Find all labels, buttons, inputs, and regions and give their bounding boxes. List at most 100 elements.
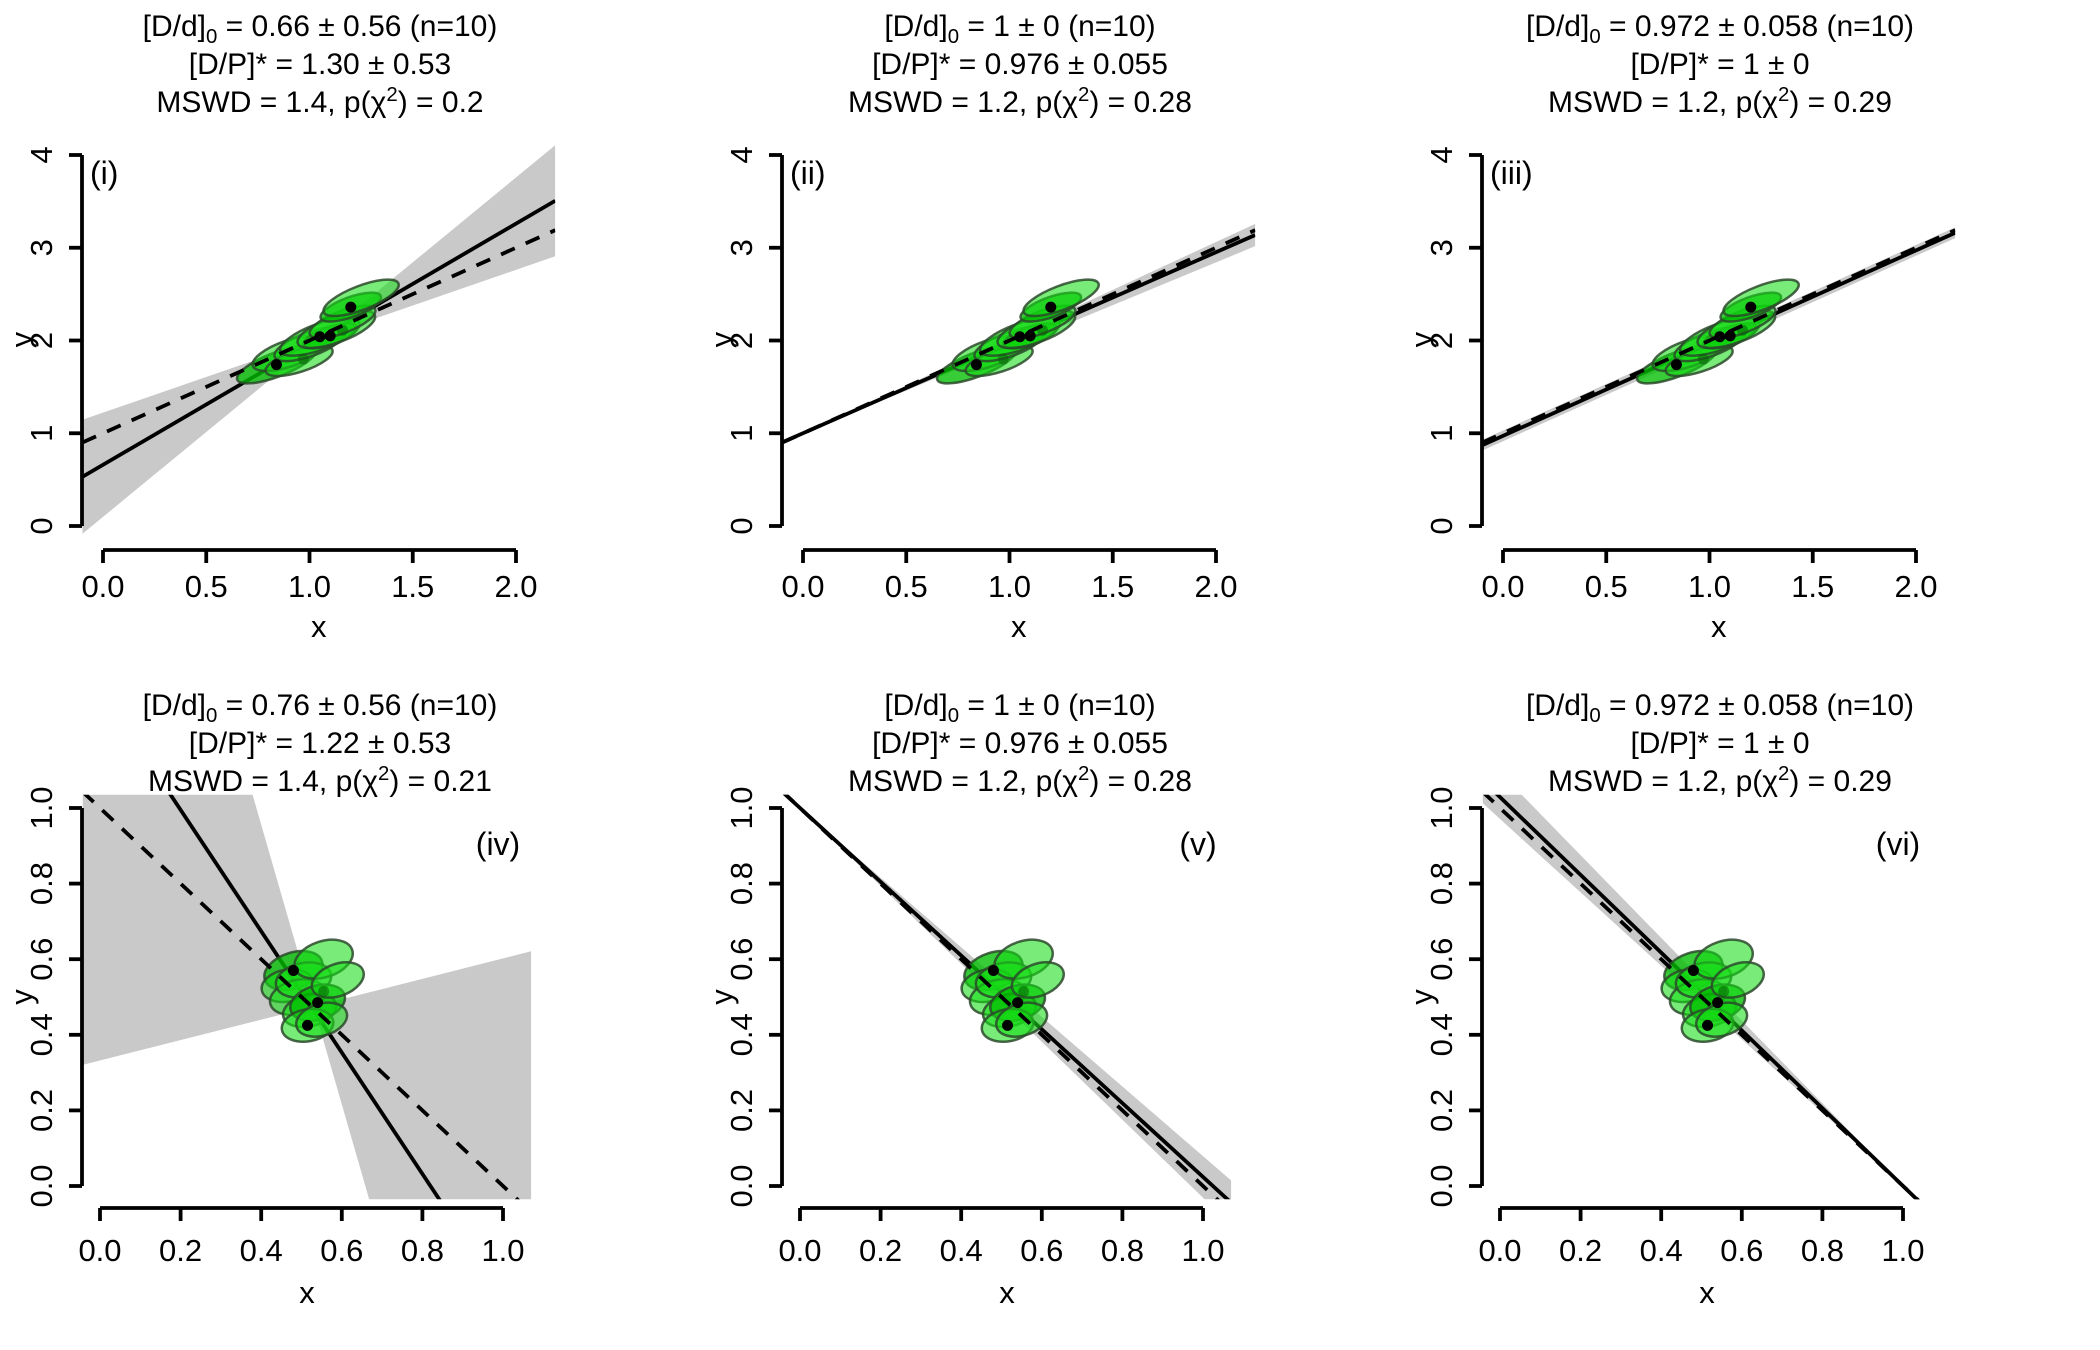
axes: 0 1 2 3 4 0.0 0.5 1.0 1.5 2.0 x y bbox=[4, 146, 538, 644]
y-tick-label: 0.2 bbox=[724, 1089, 759, 1132]
panel-label: (v) bbox=[1179, 826, 1216, 862]
x-tick-label: 0.0 bbox=[81, 569, 124, 604]
data-point bbox=[314, 331, 326, 343]
axes: 0 1 2 3 4 0.0 0.5 1.0 1.5 2.0 x y bbox=[1404, 146, 1938, 644]
data-point bbox=[324, 330, 336, 342]
panel-v: [D/d]0 = 1 ± 0 (n=10) [D/P]* = 0.976 ± 0… bbox=[700, 675, 1400, 1350]
y-axis-title: y bbox=[1404, 331, 1439, 347]
data-point bbox=[970, 359, 982, 371]
panel-ii: [D/d]0 = 1 ± 0 (n=10) [D/P]* = 0.976 ± 0… bbox=[700, 0, 1400, 675]
error-ellipse bbox=[322, 278, 400, 318]
plot-canvas-vi: 0.0 0.2 0.4 0.6 0.8 1.0 0.0 0.2 0.4 0.6 0.8 1.0 x y (v… bbox=[1404, 786, 1925, 1310]
y-tick-label: 0.2 bbox=[24, 1089, 59, 1132]
x-tick-label: 0.5 bbox=[885, 569, 928, 604]
y-tick-label: 0.8 bbox=[724, 862, 759, 905]
x-axis: 0.0 0.5 1.0 1.5 2.0 bbox=[1481, 548, 1938, 604]
x-tick-label: 0.5 bbox=[185, 569, 228, 604]
y-tick-label: 3 bbox=[24, 239, 59, 256]
x-axis-title: x bbox=[1711, 609, 1727, 644]
y-tick-label: 3 bbox=[1424, 239, 1459, 256]
y-tick-label: 1.0 bbox=[1424, 786, 1459, 829]
y-tick-label: 2 bbox=[724, 332, 759, 349]
x-axis-title: x bbox=[299, 1275, 315, 1310]
x-axis: 0.0 0.2 0.4 0.6 0.8 1.0 bbox=[78, 1206, 525, 1268]
x-tick-label: 0.0 bbox=[781, 569, 824, 604]
x-tick-label: 0.5 bbox=[1585, 569, 1628, 604]
error-ellipses bbox=[1660, 938, 1765, 1043]
y-tick-label: 2 bbox=[1424, 332, 1459, 349]
panel-label: (iv) bbox=[476, 826, 520, 862]
x-tick-label: 0.6 bbox=[1020, 1233, 1063, 1268]
panel-title: [D/d]0 = 0.972 ± 0.058 (n=10) [D/P]* = 1… bbox=[1432, 687, 2008, 801]
panel-title: [D/d]0 = 1 ± 0 (n=10) [D/P]* = 0.976 ± 0… bbox=[732, 8, 1308, 122]
plot-area bbox=[782, 223, 1256, 445]
y-axis-title: y bbox=[1404, 989, 1439, 1005]
data-point-faint bbox=[1718, 985, 1730, 997]
panel-title: [D/d]0 = 1 ± 0 (n=10) [D/P]* = 0.976 ± 0… bbox=[732, 687, 1308, 801]
y-tick-label: 1.0 bbox=[24, 786, 59, 829]
plot-canvas-v: 0.0 0.2 0.4 0.6 0.8 1.0 0.0 0.2 0.4 0.6 0.8 1.0 x y (v… bbox=[704, 786, 1232, 1310]
y-tick-label: 0.6 bbox=[24, 938, 59, 981]
error-ellipses bbox=[935, 278, 1100, 385]
y-axis: 0.0 0.2 0.4 0.6 0.8 1.0 bbox=[1424, 786, 1484, 1208]
panel-label: (ii) bbox=[790, 155, 826, 191]
true-line bbox=[1483, 794, 1920, 1200]
x-tick-label: 0.0 bbox=[78, 1233, 121, 1268]
x-tick-label: 1.0 bbox=[1881, 1233, 1924, 1268]
panel-title-line: [D/P]* = 1.22 ± 0.53 bbox=[188, 727, 452, 760]
y-axis: 0 1 2 3 4 bbox=[24, 146, 84, 535]
error-ellipse bbox=[1022, 278, 1100, 318]
data-point bbox=[270, 359, 282, 371]
plot-area bbox=[1482, 794, 1920, 1200]
panel-title-line: MSWD = 1.2, p(χ2) = 0.28 bbox=[848, 84, 1192, 119]
y-axis-title: y bbox=[704, 331, 739, 347]
y-tick-label: 0 bbox=[724, 517, 759, 534]
y-tick-label: 1.0 bbox=[724, 786, 759, 829]
data-point bbox=[1714, 331, 1726, 343]
x-tick-label: 1.0 bbox=[288, 569, 331, 604]
x-tick-label: 1.5 bbox=[1791, 569, 1834, 604]
axes: 0.0 0.2 0.4 0.6 0.8 1.0 0.0 0.2 0.4 0.6 0.8 1.0 x y bbox=[4, 786, 525, 1310]
panel-title-line: MSWD = 1.4, p(χ2) = 0.2 bbox=[156, 84, 484, 119]
data-point-faint bbox=[318, 985, 330, 997]
plot-canvas-iii: 0 1 2 3 4 0.0 0.5 1.0 1.5 2.0 x y (iii) bbox=[1404, 146, 1956, 644]
x-tick-label: 2.0 bbox=[494, 569, 537, 604]
y-tick-label: 0 bbox=[1424, 517, 1459, 534]
panel-title-line: [D/d]0 = 1 ± 0 (n=10) bbox=[884, 689, 1156, 727]
plot-area bbox=[82, 145, 556, 534]
panel-label: (iii) bbox=[1490, 155, 1533, 191]
x-axis-title: x bbox=[311, 609, 327, 644]
y-axis-title: y bbox=[4, 989, 39, 1005]
plot-canvas-ii: 0 1 2 3 4 0.0 0.5 1.0 1.5 2.0 x y (ii) bbox=[704, 146, 1256, 644]
panel-title-line: [D/d]0 = 0.972 ± 0.058 (n=10) bbox=[1525, 689, 1915, 727]
y-tick-label: 0.4 bbox=[1424, 1013, 1459, 1056]
error-ellipses bbox=[235, 278, 400, 385]
plot-canvas-i: 0 1 2 3 4 0.0 0.5 1.0 1.5 2.0 x y (i) bbox=[4, 145, 556, 644]
data-point bbox=[1002, 1019, 1014, 1031]
data-point bbox=[987, 965, 999, 977]
panel-title-line: [D/P]* = 0.976 ± 0.055 bbox=[872, 48, 1168, 81]
x-tick-label: 0.0 bbox=[778, 1233, 821, 1268]
x-tick-label: 1.0 bbox=[481, 1233, 524, 1268]
panel-iv: [D/d]0 = 0.76 ± 0.56 (n=10) [D/P]* = 1.2… bbox=[0, 675, 700, 1350]
true-line bbox=[83, 794, 520, 1200]
y-axis-title: y bbox=[4, 331, 39, 347]
panel-label: (vi) bbox=[1876, 826, 1920, 862]
panel-title-line: MSWD = 1.2, p(χ2) = 0.29 bbox=[1548, 763, 1892, 798]
panel-title-line: MSWD = 1.4, p(χ2) = 0.21 bbox=[148, 763, 492, 798]
x-tick-label: 0.4 bbox=[1640, 1233, 1683, 1268]
y-tick-label: 2 bbox=[24, 332, 59, 349]
panel-title-line: [D/d]0 = 0.66 ± 0.56 (n=10) bbox=[142, 10, 498, 48]
x-tick-label: 0.4 bbox=[240, 1233, 283, 1268]
panel-title-line: [D/d]0 = 0.972 ± 0.058 (n=10) bbox=[1525, 10, 1915, 48]
panel-title-line: [D/P]* = 1.30 ± 0.53 bbox=[188, 48, 452, 81]
axes: 0.0 0.2 0.4 0.6 0.8 1.0 0.0 0.2 0.4 0.6 0.8 1.0 x y bbox=[704, 786, 1225, 1310]
x-tick-label: 1.5 bbox=[391, 569, 434, 604]
x-axis: 0.0 0.5 1.0 1.5 2.0 bbox=[81, 548, 538, 604]
y-tick-label: 1 bbox=[724, 425, 759, 442]
y-tick-label: 0.6 bbox=[724, 938, 759, 981]
x-axis-title: x bbox=[999, 1275, 1015, 1310]
y-tick-label: 0.4 bbox=[724, 1013, 759, 1056]
x-tick-label: 0.4 bbox=[940, 1233, 983, 1268]
error-ellipse bbox=[1722, 278, 1800, 318]
